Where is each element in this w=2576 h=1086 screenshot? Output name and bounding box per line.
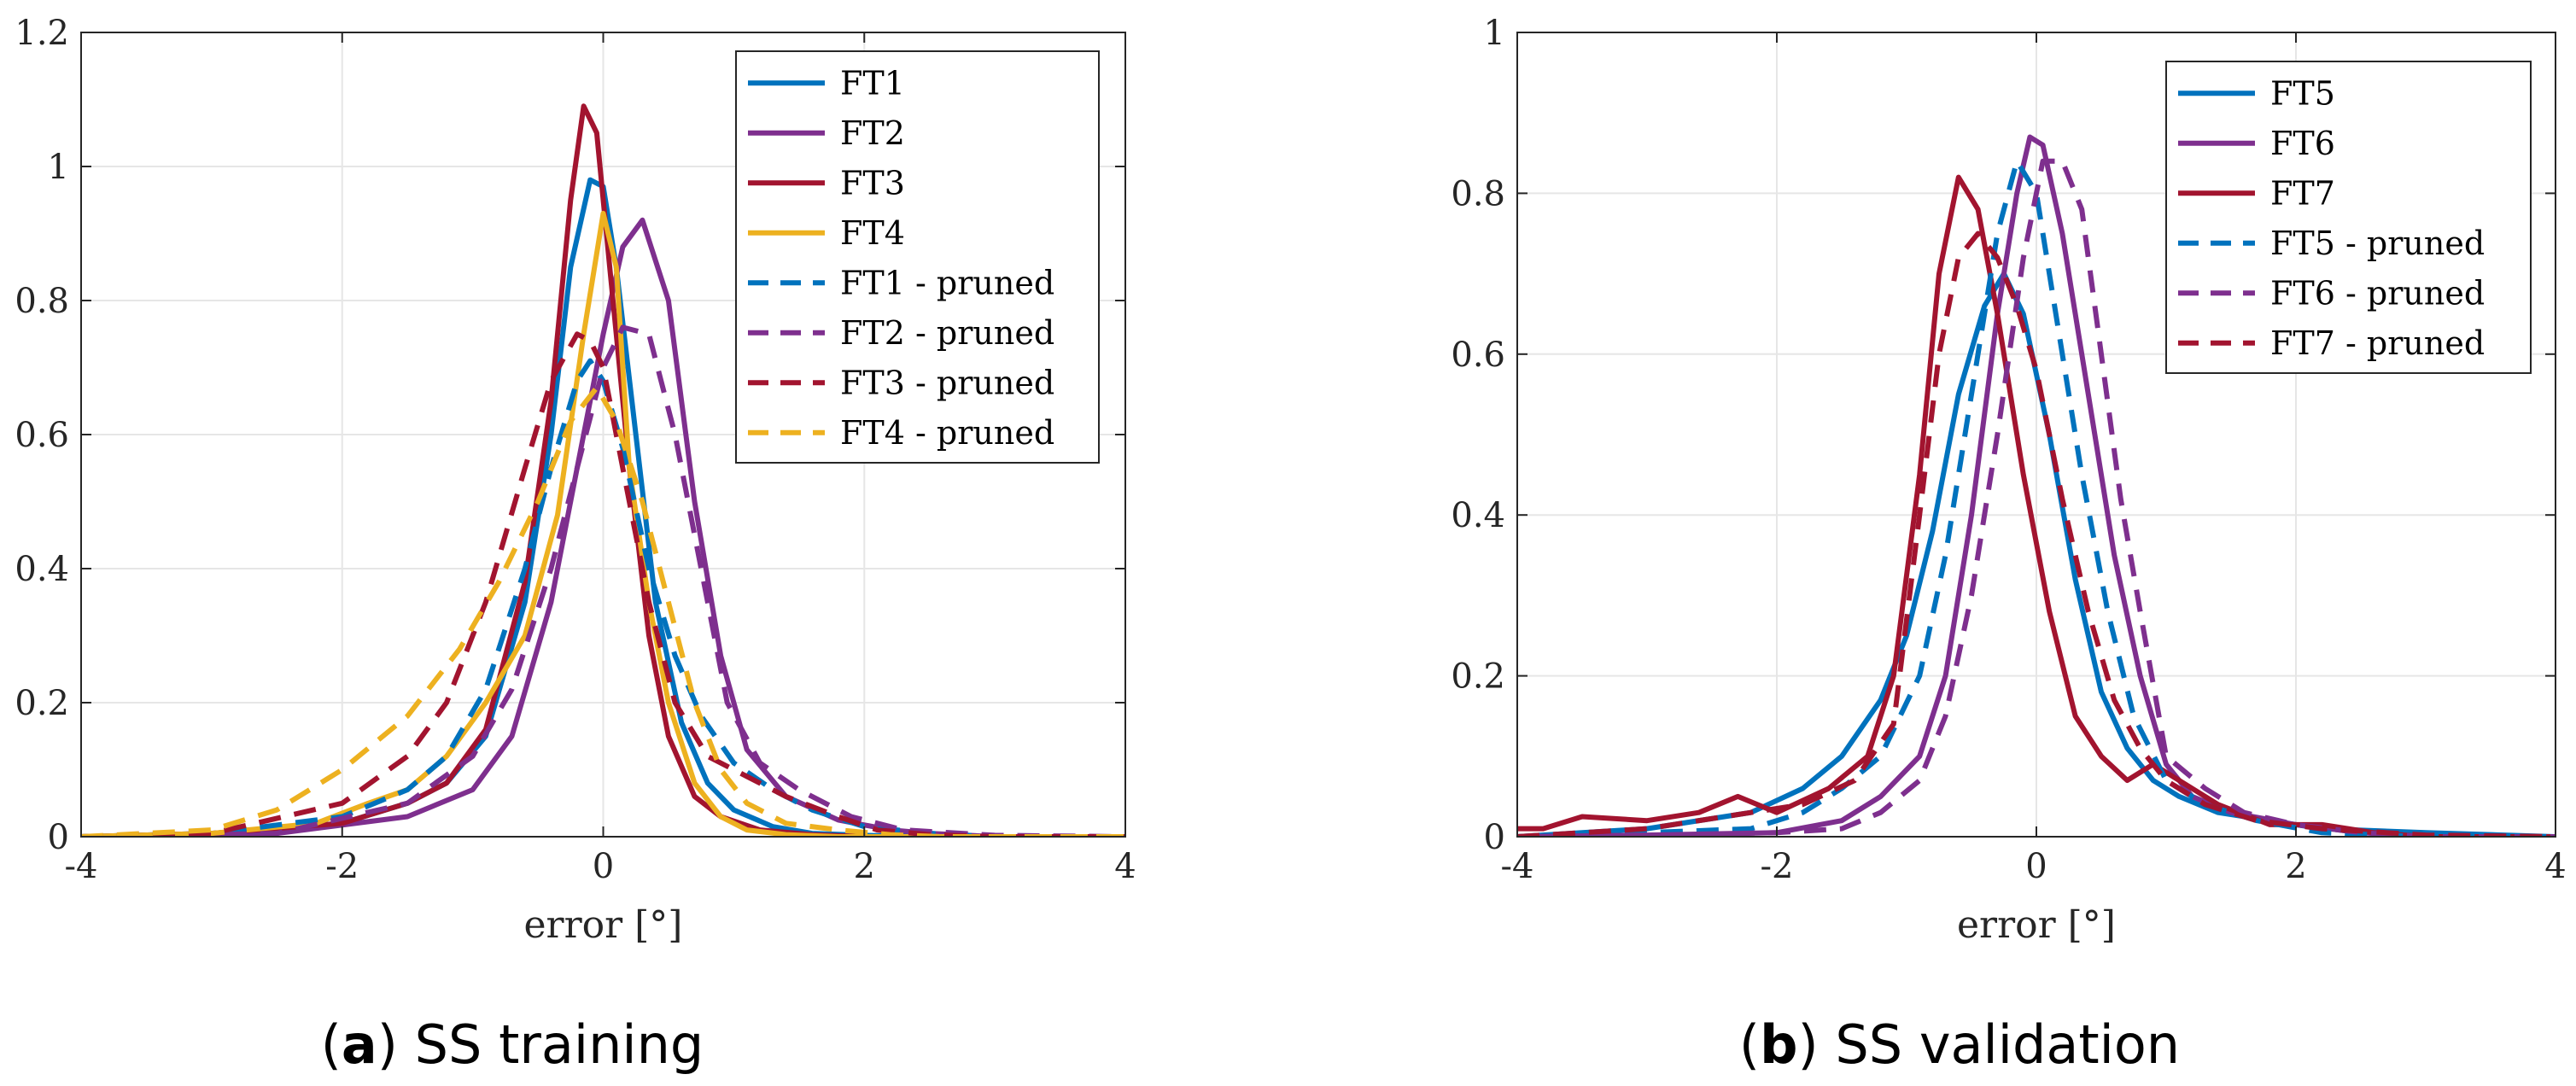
caption-a: (a) SS training	[321, 1013, 704, 1076]
caption-open-paren: (	[321, 1013, 342, 1076]
legend: FT5 FT6 FT7 FT5 - pruned FT6 - pruned FT7 - p…	[2165, 61, 2532, 374]
legend-label: FT6	[2270, 125, 2335, 162]
legend-label: FT2 - pruned	[840, 314, 1054, 352]
legend-label: FT1 - pruned	[840, 264, 1054, 301]
series-line-ft7-pruned	[1517, 231, 2556, 837]
series-group	[1517, 134, 2556, 837]
x-tick-label: -2	[325, 847, 359, 886]
legend-label: FT3	[840, 164, 905, 201]
y-tick-label: 1	[1484, 14, 1505, 53]
caption-close-paren: )	[377, 1013, 398, 1076]
legend-label: FT3 - pruned	[840, 364, 1054, 401]
x-axis-label: error [°]	[524, 903, 683, 947]
legend-label: FT6 - pruned	[2270, 274, 2485, 312]
series-line-ft4-pruned	[81, 385, 1125, 837]
legend-box	[2165, 61, 2532, 374]
legend-box	[735, 50, 1100, 464]
y-tick-label: 0.8	[1451, 174, 1505, 213]
caption-text: SS validation	[1819, 1013, 2180, 1076]
legend-label: FT5 - pruned	[2270, 225, 2485, 262]
series-group	[81, 103, 1125, 837]
x-tick-label: 2	[2285, 847, 2306, 886]
legend-label: FT7 - pruned	[2270, 324, 2485, 362]
caption-open-paren: (	[1739, 1013, 1760, 1076]
x-tick-label: -2	[1761, 847, 1794, 886]
x-tick-label: -4	[1501, 847, 1534, 886]
series-line-ft2-pruned	[81, 324, 1125, 837]
y-tick-label: 1.2	[15, 14, 69, 53]
x-tick-label: 4	[2544, 847, 2566, 886]
x-tick-label: 2	[854, 847, 875, 886]
x-tick-label: 0	[593, 847, 614, 886]
x-tick-label: 4	[1114, 847, 1136, 886]
series-line-ft4	[81, 210, 1125, 837]
x-tick-label: -4	[65, 847, 98, 886]
y-tick-label: 1	[48, 148, 69, 187]
caption-text: SS training	[398, 1013, 704, 1076]
legend-label: FT1	[840, 64, 905, 102]
y-tick-label: 0.8	[15, 282, 69, 321]
x-axis-label: error [°]	[1957, 903, 2116, 947]
y-tick-label: 0.6	[15, 416, 69, 455]
y-tick-label: 0.4	[15, 550, 69, 589]
legend-label: FT7	[2270, 174, 2335, 212]
legend: FT1 FT2 FT3 FT4 FT1 - pruned FT2 - pruned FT3 …	[735, 50, 1100, 464]
caption-close-paren: )	[1798, 1013, 1819, 1076]
y-tick-label: 0.2	[1451, 657, 1505, 697]
legend-label: FT4 - pruned	[840, 414, 1054, 452]
y-tick-label: 0.4	[1451, 496, 1505, 535]
x-tick-label: 0	[2025, 847, 2047, 886]
legend-label: FT2	[840, 114, 905, 152]
caption-letter: a	[342, 1013, 377, 1076]
y-tick-label: 0.6	[1451, 336, 1505, 375]
y-tick-label: 0	[1484, 818, 1505, 857]
caption-b: (b) SS validation	[1739, 1013, 2180, 1076]
series-line-ft5-pruned	[1517, 158, 2556, 837]
caption-letter: b	[1760, 1013, 1797, 1076]
legend-label: FT4	[840, 214, 905, 252]
legend-label: FT5	[2270, 74, 2335, 112]
y-tick-label: 0.2	[15, 684, 69, 723]
y-tick-label: 0	[48, 818, 69, 857]
series-line-ft3-pruned	[81, 331, 1125, 837]
